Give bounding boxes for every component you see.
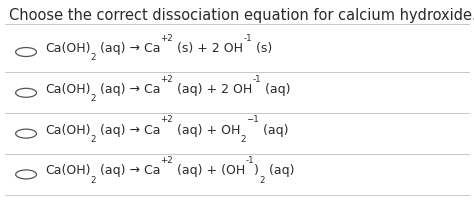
Text: +2: +2 (161, 34, 173, 43)
Text: (aq): (aq) (264, 164, 294, 177)
Text: 2: 2 (91, 53, 96, 62)
Text: (aq) + 2 OH: (aq) + 2 OH (173, 83, 253, 96)
Text: -1: -1 (253, 75, 261, 84)
Text: +2: +2 (161, 75, 173, 84)
Text: ): ) (254, 164, 259, 177)
Text: (aq) → Ca: (aq) → Ca (96, 42, 161, 55)
Text: (s) + 2 OH: (s) + 2 OH (173, 42, 243, 55)
Text: 2: 2 (259, 176, 264, 185)
Text: Ca(OH): Ca(OH) (45, 124, 91, 137)
Text: 2: 2 (91, 94, 96, 103)
Text: (aq): (aq) (259, 124, 288, 137)
Text: 2: 2 (91, 135, 96, 144)
Text: (s): (s) (252, 42, 272, 55)
Text: 2: 2 (241, 135, 246, 144)
Text: -1: -1 (246, 156, 254, 165)
Text: -1: -1 (243, 34, 252, 43)
Text: Ca(OH): Ca(OH) (45, 83, 91, 96)
Text: 2: 2 (91, 176, 96, 185)
Text: −1: −1 (246, 115, 259, 124)
Text: Ca(OH): Ca(OH) (45, 164, 91, 177)
Text: (aq) + OH: (aq) + OH (173, 124, 241, 137)
Text: (aq) + (OH: (aq) + (OH (173, 164, 246, 177)
Text: +2: +2 (161, 156, 173, 165)
Text: (aq) → Ca: (aq) → Ca (96, 83, 161, 96)
Text: +2: +2 (161, 115, 173, 124)
Text: Choose the correct dissociation equation for calcium hydroxide.: Choose the correct dissociation equation… (9, 8, 474, 23)
Text: (aq): (aq) (261, 83, 291, 96)
Text: Ca(OH): Ca(OH) (45, 42, 91, 55)
Text: (aq) → Ca: (aq) → Ca (96, 164, 161, 177)
Text: (aq) → Ca: (aq) → Ca (96, 124, 161, 137)
